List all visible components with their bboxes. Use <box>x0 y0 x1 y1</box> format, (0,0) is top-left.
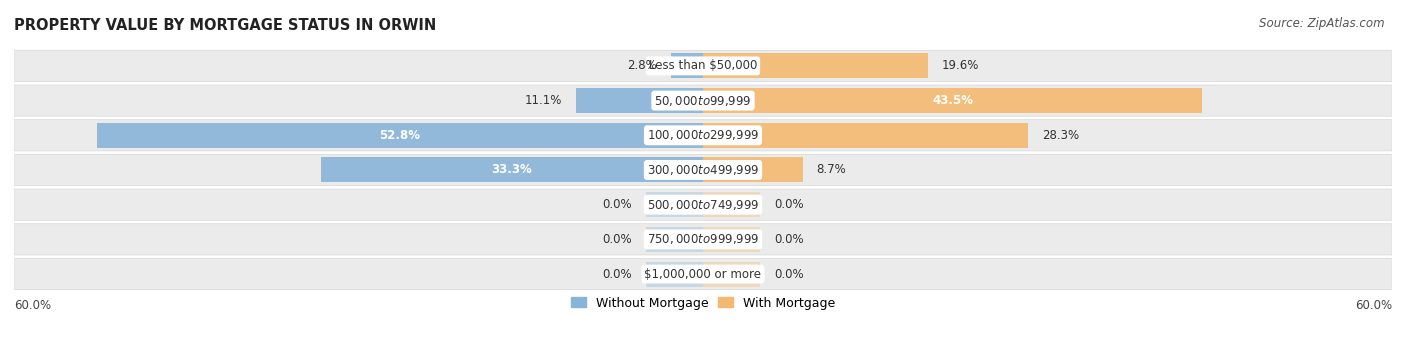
Text: 0.0%: 0.0% <box>602 268 631 281</box>
Text: 60.0%: 60.0% <box>14 299 51 312</box>
FancyBboxPatch shape <box>14 50 1392 81</box>
Bar <box>703 192 761 217</box>
Text: 11.1%: 11.1% <box>524 94 562 107</box>
Bar <box>703 158 803 182</box>
Text: $750,000 to $999,999: $750,000 to $999,999 <box>647 232 759 246</box>
Text: 8.7%: 8.7% <box>817 163 846 177</box>
Bar <box>703 54 928 78</box>
Text: 0.0%: 0.0% <box>775 268 804 281</box>
Text: $300,000 to $499,999: $300,000 to $499,999 <box>647 163 759 177</box>
Text: Less than $50,000: Less than $50,000 <box>648 59 758 72</box>
Text: $1,000,000 or more: $1,000,000 or more <box>644 268 762 281</box>
Text: 0.0%: 0.0% <box>775 198 804 211</box>
FancyBboxPatch shape <box>14 85 1392 116</box>
Bar <box>575 88 703 113</box>
Text: 60.0%: 60.0% <box>1355 299 1392 312</box>
Text: 19.6%: 19.6% <box>942 59 979 72</box>
Text: 0.0%: 0.0% <box>775 233 804 246</box>
FancyBboxPatch shape <box>14 120 1392 151</box>
Bar <box>645 262 703 286</box>
Text: 0.0%: 0.0% <box>602 233 631 246</box>
Bar <box>321 158 703 182</box>
Text: $500,000 to $749,999: $500,000 to $749,999 <box>647 198 759 212</box>
FancyBboxPatch shape <box>14 224 1392 255</box>
Text: 33.3%: 33.3% <box>492 163 533 177</box>
Bar <box>703 227 761 252</box>
Bar <box>703 123 1028 148</box>
Bar <box>645 227 703 252</box>
Text: 28.3%: 28.3% <box>1042 129 1078 142</box>
Bar <box>645 192 703 217</box>
Text: 0.0%: 0.0% <box>602 198 631 211</box>
Text: $50,000 to $99,999: $50,000 to $99,999 <box>654 93 752 108</box>
Legend: Without Mortgage, With Mortgage: Without Mortgage, With Mortgage <box>565 292 841 314</box>
Text: 2.8%: 2.8% <box>627 59 657 72</box>
Bar <box>703 88 1202 113</box>
Text: 52.8%: 52.8% <box>380 129 420 142</box>
Bar <box>703 262 761 286</box>
Text: $100,000 to $299,999: $100,000 to $299,999 <box>647 128 759 142</box>
FancyBboxPatch shape <box>14 154 1392 186</box>
Bar <box>671 54 703 78</box>
Text: PROPERTY VALUE BY MORTGAGE STATUS IN ORWIN: PROPERTY VALUE BY MORTGAGE STATUS IN ORW… <box>14 18 436 33</box>
Bar <box>97 123 703 148</box>
Text: Source: ZipAtlas.com: Source: ZipAtlas.com <box>1260 17 1385 30</box>
FancyBboxPatch shape <box>14 189 1392 220</box>
Text: 43.5%: 43.5% <box>932 94 973 107</box>
FancyBboxPatch shape <box>14 258 1392 290</box>
